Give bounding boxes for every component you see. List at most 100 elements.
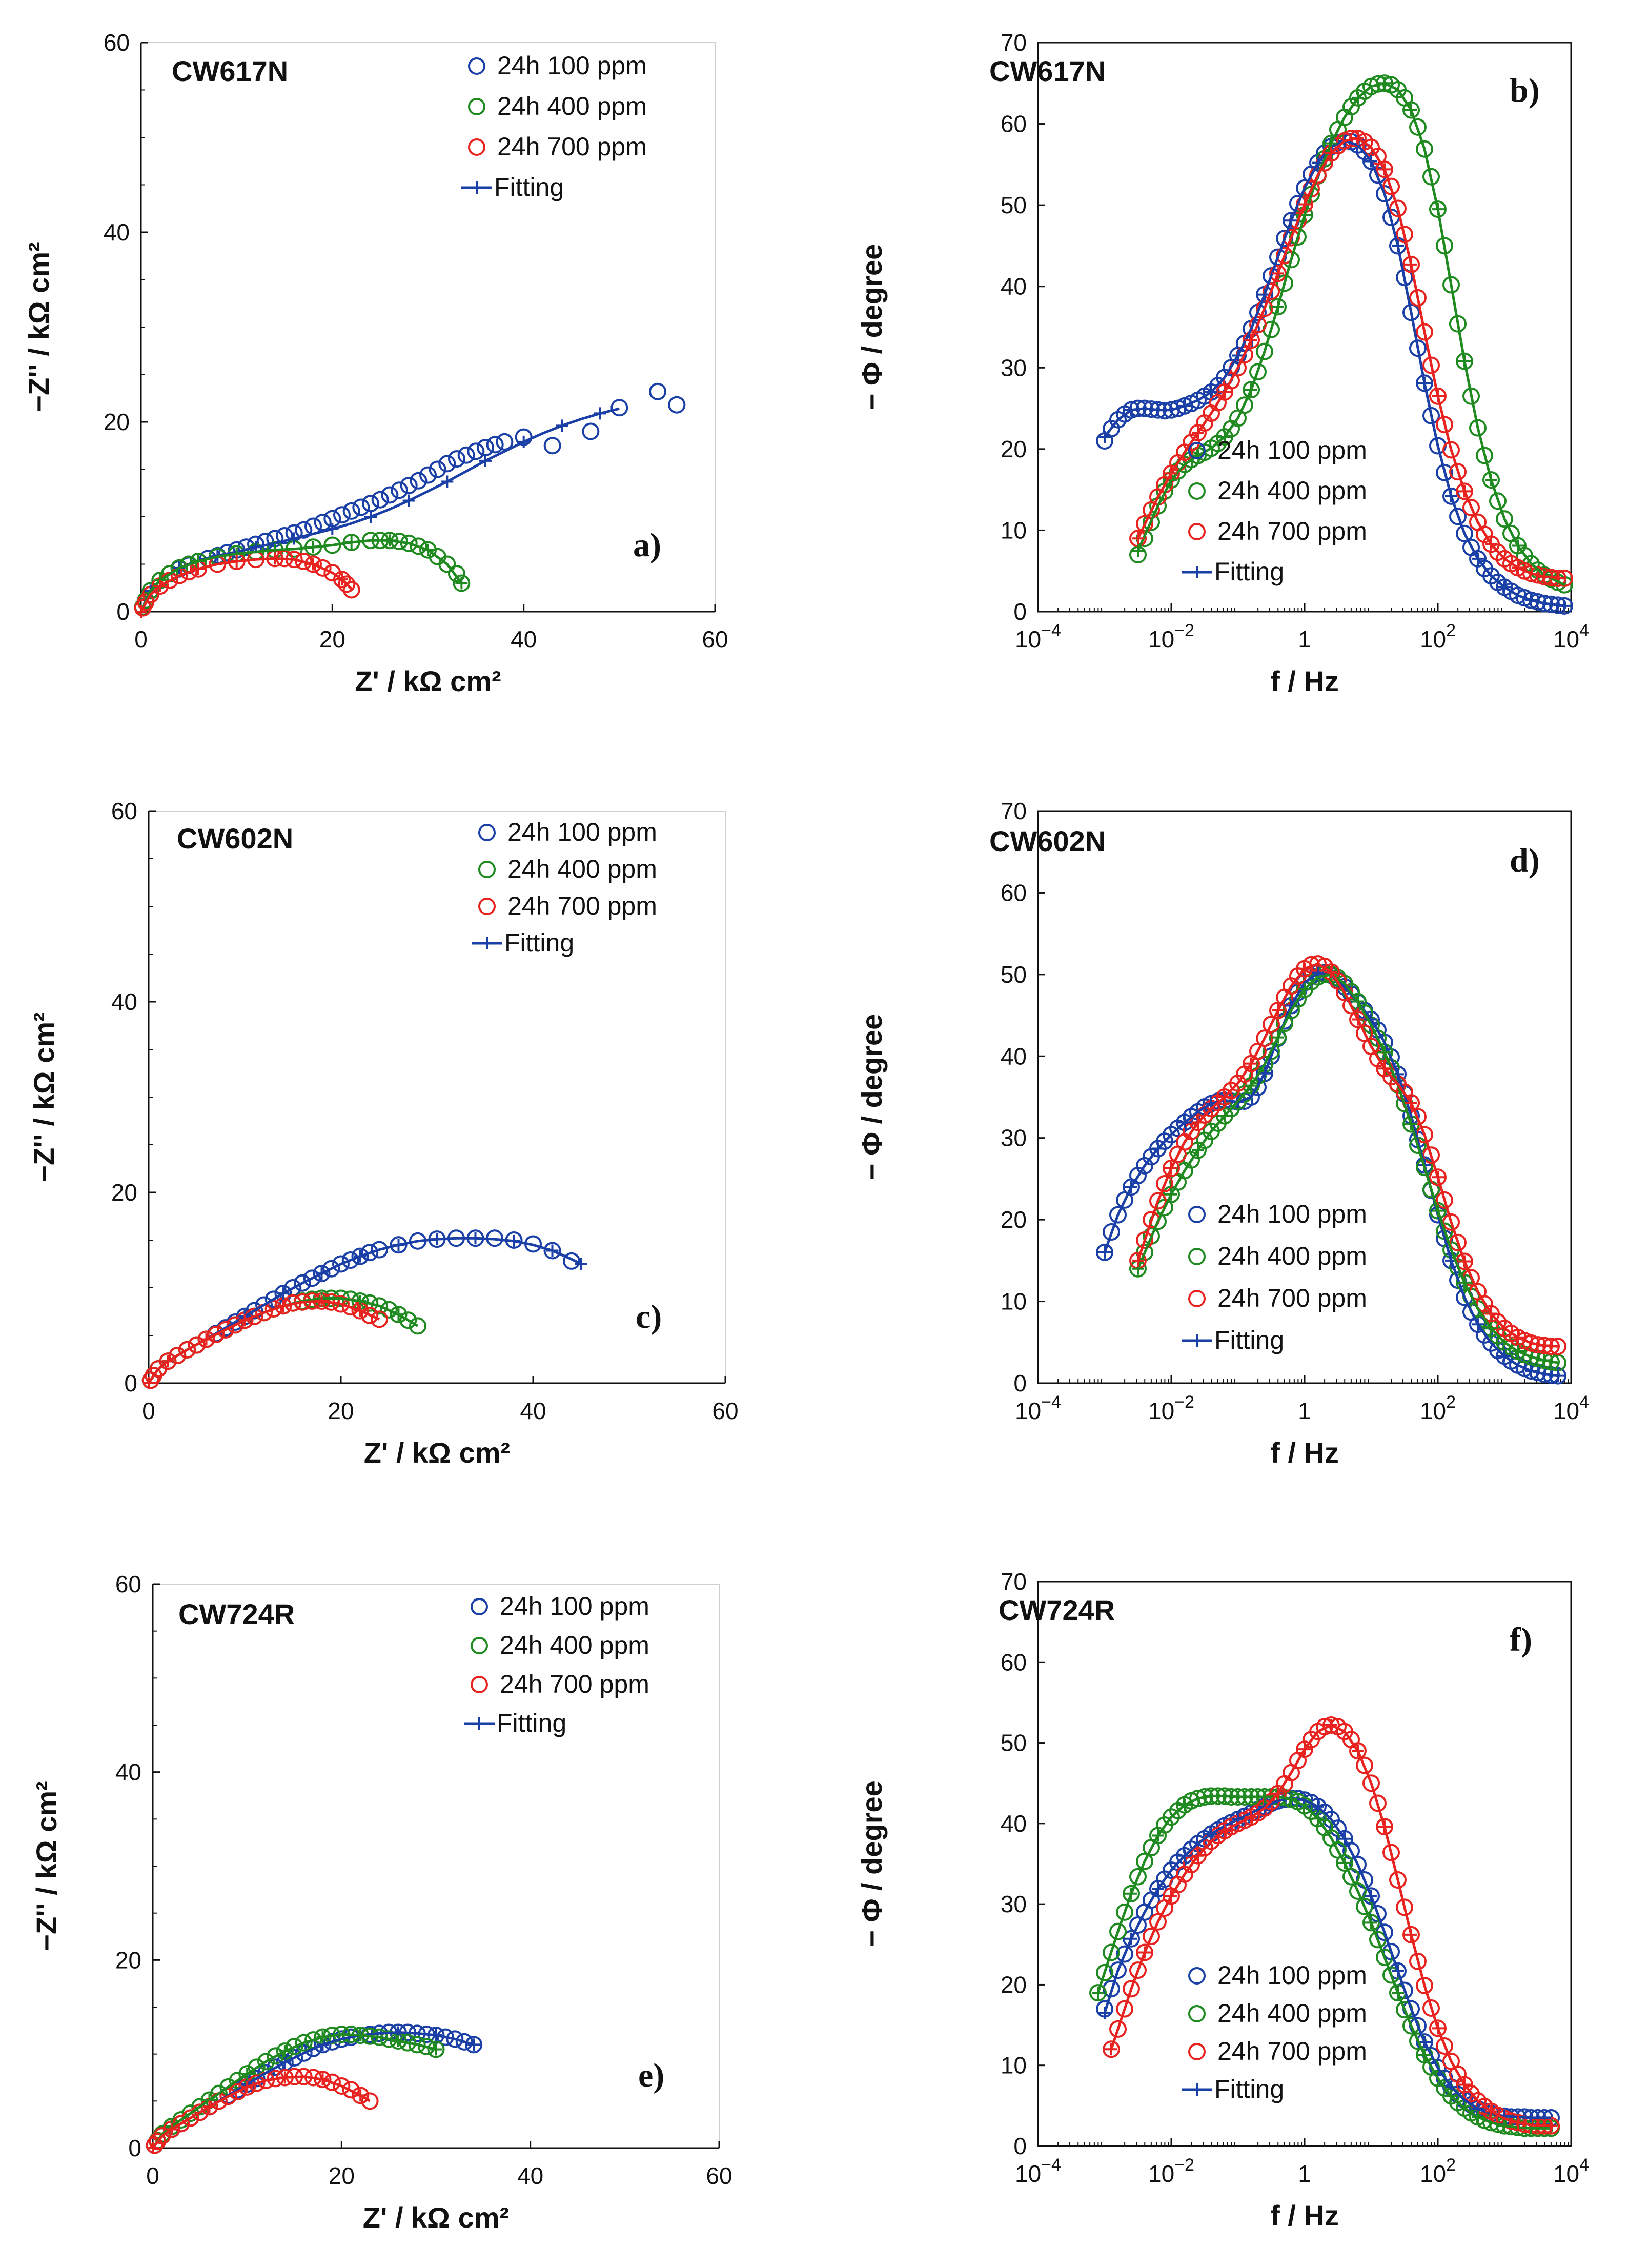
data-point [361,1244,379,1262]
fit-marker [1432,390,1444,402]
fit-marker [441,475,454,488]
fit-marker [315,1267,328,1280]
fit-marker [402,494,415,507]
fit-marker [1525,594,1537,606]
data-point [256,533,274,551]
fit-curve [147,1300,380,1384]
data-point [351,1247,369,1265]
data-point [1103,2040,1120,2058]
fit-marker [278,2056,291,2069]
data-point [338,575,356,593]
fit-marker [1512,539,1524,552]
data-point [1136,515,1153,533]
legend-label: 24h 700 ppm [500,1670,649,1698]
fit-marker [1132,532,1144,545]
legend-item: 24h 700 ppm [1188,517,1367,545]
x-tick-label: 40 [511,626,537,653]
data-point [496,433,514,451]
x-tick-label: 1 [1298,1398,1311,1424]
y-tick-label: 60 [115,1571,141,1597]
tick-base: 10 [1420,626,1446,653]
data-point [1236,396,1253,414]
data-point [304,555,322,573]
x-tick-label: 60 [712,1398,738,1424]
data-point [333,506,351,524]
data-point [1136,1852,1153,1870]
legend-label: 24h 400 ppm [507,855,657,883]
fit-marker [392,1239,405,1251]
tick-exponent: −2 [1174,1392,1194,1412]
data-point [332,1255,350,1273]
fit-marker [422,543,434,556]
data-point [1356,1756,1373,1774]
data-point [1489,492,1507,510]
tick-exponent: −4 [1041,621,1061,640]
legend-label: 24h 400 ppm [1217,1999,1367,2028]
data-point [1269,298,1287,316]
data-point [219,2088,237,2105]
legend-label: 24h 400 ppm [1217,1242,1367,1270]
y-axis-label: − Φ / degree [856,244,888,411]
data-point [333,571,351,589]
fit-marker [1378,77,1391,90]
fit-marker [354,2089,367,2102]
fit-marker [1472,1318,1484,1331]
legend-marker [471,1598,488,1615]
data-point [1116,1903,1133,1921]
legend-marker [1188,1248,1206,1265]
legend-label: Fitting [1214,2075,1284,2103]
y-tick-label: 40 [1001,1043,1027,1069]
data-point [563,1252,580,1270]
data-point [1429,2019,1447,2037]
data-point [455,2033,473,2051]
fit-marker [1418,2036,1431,2049]
fit-marker [1545,2119,1557,2132]
y-tick-label: 40 [115,1759,141,1786]
fit-marker [1432,203,1444,216]
fit-line-2 [147,2029,442,2154]
y-tick-label: 60 [1001,111,1027,137]
x-tick-label: 102 [1420,1392,1456,1424]
panel-title: CW724R [999,1594,1115,1626]
fit-marker [1352,995,1364,1008]
fit-marker [383,534,396,547]
data-point [342,502,360,520]
fit-marker [1272,267,1284,280]
data-point [448,565,465,582]
panel-label: f) [1510,1621,1532,1658]
tick-exponent: −4 [1041,1392,1061,1412]
fit-marker [1458,1276,1471,1289]
fit-curve [1136,962,1558,1348]
fit-marker [594,407,606,420]
data-point [295,552,313,570]
fit-marker [1352,91,1364,104]
data-point [448,450,465,468]
data-point [418,2038,436,2055]
fit-marker [469,1232,482,1245]
legend-marker [1191,2083,1203,2096]
fit-line-2 [1132,968,1558,1367]
fit-marker [1272,1787,1284,1800]
x-tick-label: 20 [328,1398,354,1424]
x-tick-label: 20 [319,626,345,653]
data-point [371,491,389,509]
legend-label: 24h 700 ppm [1217,1284,1367,1312]
y-tick-label: 0 [116,598,130,625]
fit-marker [230,555,243,568]
tick-base: 10 [1015,1398,1041,1424]
fit-marker [430,2029,442,2041]
x-tick-label: 104 [1553,621,1589,653]
fit-marker [364,511,377,523]
x-tick-label: 102 [1420,621,1456,653]
legend-marker [1188,442,1206,459]
y-tick-label: 60 [1001,1649,1027,1675]
data-point [1442,276,1460,294]
fit-marker [354,1250,367,1263]
data-point [1429,387,1447,405]
tick-base: 10 [1015,2160,1041,2187]
fit-marker [1378,1062,1391,1075]
data-point [341,1251,359,1269]
data-point [1482,471,1500,489]
data-point [314,559,332,577]
